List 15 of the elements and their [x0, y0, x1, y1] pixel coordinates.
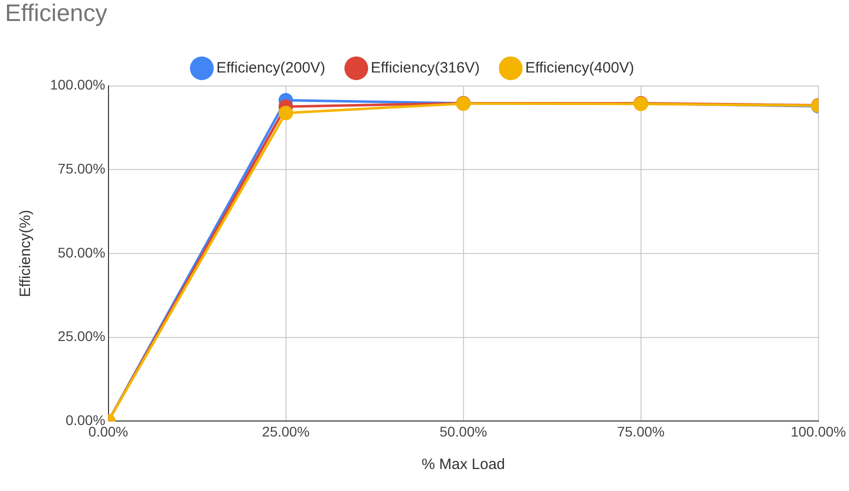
y-tick-label: 25.00% [58, 328, 106, 344]
point [278, 106, 294, 120]
x-tick-label: 50.00% [440, 423, 488, 440]
x-axis-title: % Max Load [422, 456, 506, 474]
legend-label: Efficiency(200V) [216, 59, 326, 76]
x-tick-label: 100.00% [790, 423, 846, 440]
y-tick-label: 50.00% [58, 244, 106, 260]
y-tick-label: 100.00% [50, 76, 106, 93]
legend-label: Efficiency(316V) [370, 59, 480, 76]
x-tick-label: 25.00% [262, 423, 310, 440]
legend-label: Efficiency(400V) [525, 59, 634, 76]
y-axis-title: Efficiency(%) [17, 210, 34, 298]
y-tick-label: 75.00% [58, 160, 106, 177]
chart-title: Efficiency [5, 0, 108, 28]
x-tick-label: 75.00% [617, 423, 665, 440]
